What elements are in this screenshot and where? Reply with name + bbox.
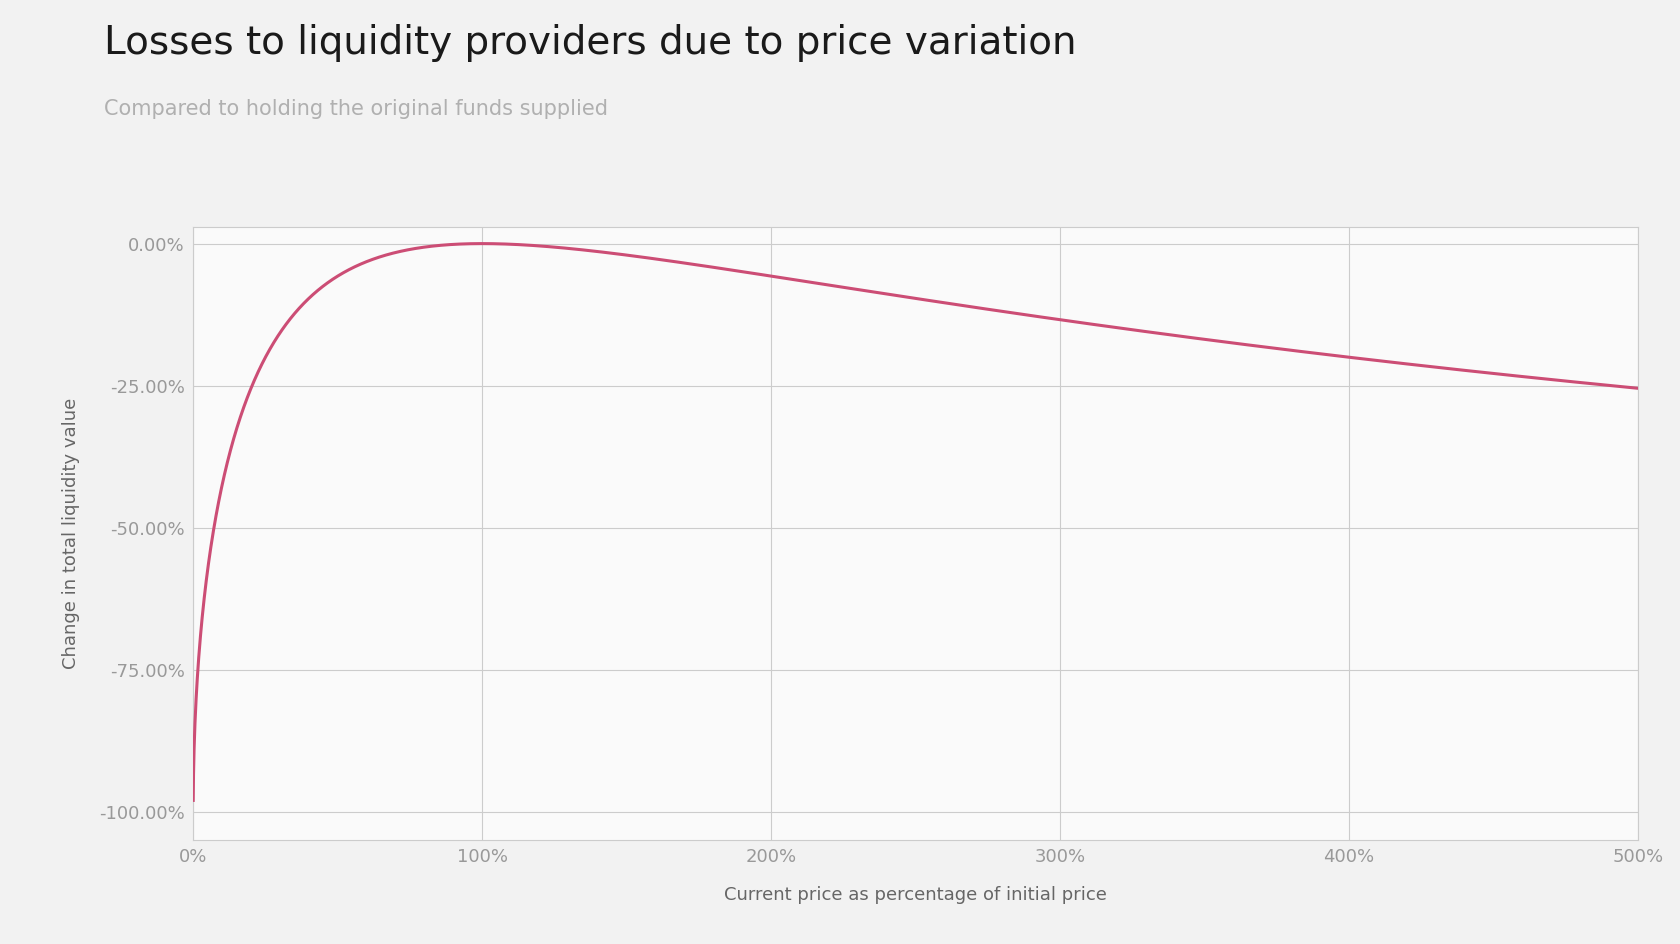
X-axis label: Current price as percentage of initial price: Current price as percentage of initial p… <box>724 885 1107 904</box>
Text: Compared to holding the original funds supplied: Compared to holding the original funds s… <box>104 99 608 119</box>
Text: Losses to liquidity providers due to price variation: Losses to liquidity providers due to pri… <box>104 24 1077 61</box>
Y-axis label: Change in total liquidity value: Change in total liquidity value <box>62 397 79 669</box>
